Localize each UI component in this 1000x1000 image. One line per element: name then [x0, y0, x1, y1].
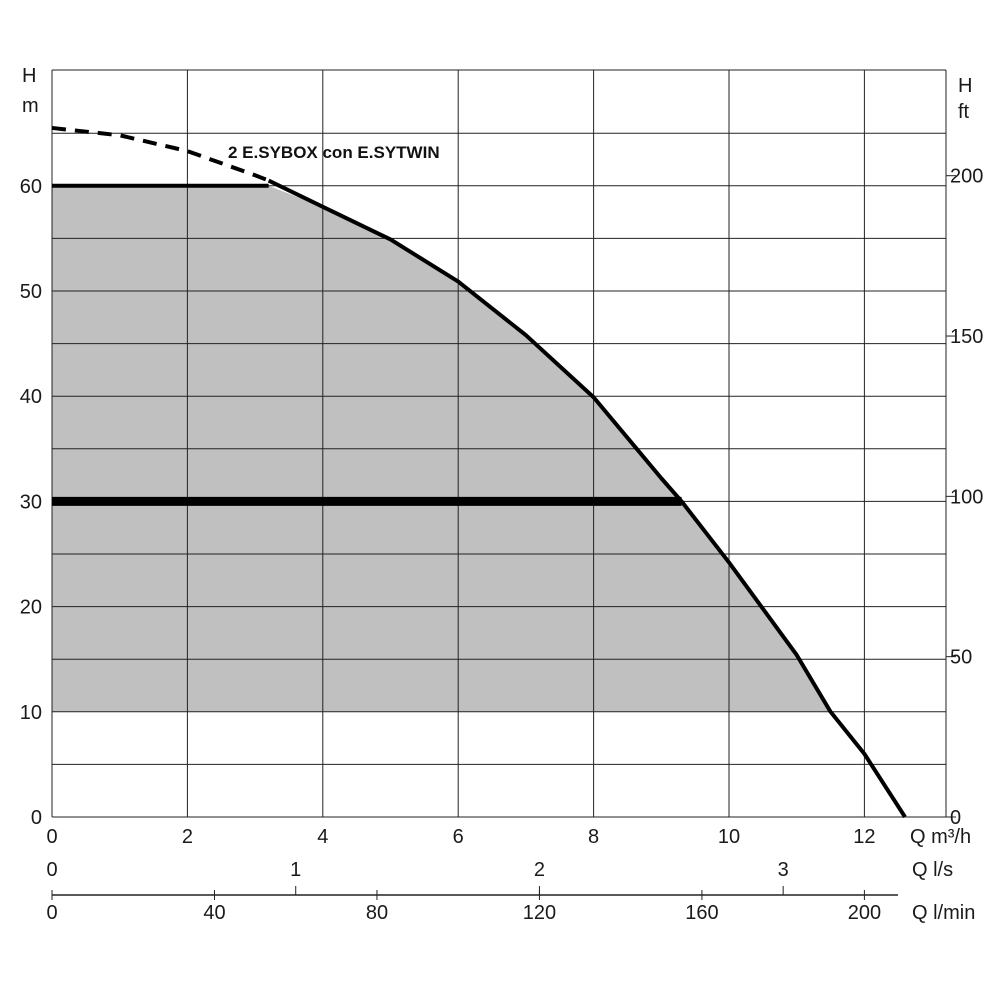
y-left-tick-label: 40	[20, 386, 42, 408]
y-left-tick-label: 60	[20, 176, 42, 198]
x-ls-tick-label: 1	[290, 859, 301, 881]
x-ls-tick-label: 2	[534, 859, 545, 881]
y-right-tick-label: 50	[950, 647, 972, 669]
y-left-tick-label: 20	[20, 597, 42, 619]
pump-curve-dashed	[51, 125, 270, 183]
x-ls-tick-label: 3	[778, 859, 789, 881]
y-left-tick-label: 50	[20, 281, 42, 303]
x-lmin-tick-label: 0	[46, 902, 57, 924]
x-axis-unit-ls: Q l/s	[912, 859, 953, 881]
y-left-tick-label: 0	[31, 807, 42, 829]
y-left-unit: m	[22, 95, 39, 117]
x-lmin-tick-label: 40	[203, 902, 225, 924]
y-right-tick-label: 0	[950, 807, 961, 829]
grid	[51, 69, 947, 818]
x-m3h-tick-label: 2	[182, 826, 193, 848]
y-left-label: H	[22, 65, 36, 87]
x-lmin-tick-label: 120	[523, 902, 556, 924]
pump-curve-solid	[267, 178, 907, 819]
x-m3h-tick-label: 0	[46, 826, 57, 848]
x-m3h-tick-label: 8	[588, 826, 599, 848]
curves	[51, 125, 907, 819]
x-lmin-tick-label: 80	[366, 902, 388, 924]
y-right-tick-label: 150	[950, 326, 983, 348]
y-right-tick-label: 200	[950, 166, 983, 188]
x-m3h-tick-label: 6	[453, 826, 464, 848]
x-m3h-tick-label: 12	[853, 826, 875, 848]
x-lmin-tick-label: 200	[848, 902, 881, 924]
x-lmin-tick-label: 160	[685, 902, 718, 924]
x-axis-unit-lmin: Q l/min	[912, 902, 975, 924]
y-right-tick-label: 100	[950, 486, 983, 508]
x-m3h-tick-label: 4	[317, 826, 328, 848]
x-ls-tick-label: 0	[46, 859, 57, 881]
y-right-label: H	[958, 75, 972, 97]
y-left-tick-label: 10	[20, 702, 42, 724]
y-left-tick-label: 30	[20, 491, 42, 513]
curve-label: 2 E.SYBOX con E.SYTWIN	[228, 143, 440, 162]
y-right-unit: ft	[958, 101, 970, 123]
x-axis-unit-m3h: Q m³/h	[910, 826, 971, 848]
x-m3h-tick-label: 10	[718, 826, 740, 848]
